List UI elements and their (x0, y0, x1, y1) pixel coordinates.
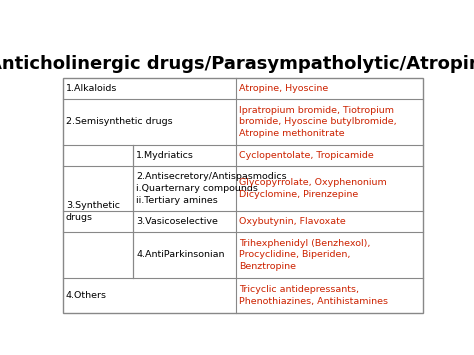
Text: Oxybutynin, Flavoxate: Oxybutynin, Flavoxate (239, 217, 346, 226)
Text: Cyclopentolate, Tropicamide: Cyclopentolate, Tropicamide (239, 151, 374, 160)
Text: Atropine, Hyoscine: Atropine, Hyoscine (239, 84, 328, 93)
Text: 4.AntiParkinsonian: 4.AntiParkinsonian (136, 251, 225, 260)
Text: 3.Vasicoselective: 3.Vasicoselective (136, 217, 218, 226)
Text: 2.Semisynthetic drugs: 2.Semisynthetic drugs (66, 117, 173, 126)
Text: Glycopyrrolate, Oxyphenonium
Dicyclomine, Pirenzepine: Glycopyrrolate, Oxyphenonium Dicyclomine… (239, 178, 387, 199)
Text: 1.Alkaloids: 1.Alkaloids (66, 84, 117, 93)
Text: Ipratropium bromide, Tiotropium
bromide, Hyoscine butylbromide,
Atropine methoni: Ipratropium bromide, Tiotropium bromide,… (239, 105, 397, 138)
Text: Anticholinergic drugs/Parasympatholytic/Atropinic: Anticholinergic drugs/Parasympatholytic/… (0, 55, 474, 73)
Text: Tricyclic antidepressants,
Phenothiazines, Antihistamines: Tricyclic antidepressants, Phenothiazine… (239, 285, 388, 306)
Text: 2.Antisecretory/Antispasmodics
i.Quarternary compounds
ii.Tertiary amines: 2.Antisecretory/Antispasmodics i.Quarter… (136, 172, 287, 205)
Bar (63, 78, 423, 313)
Text: 4.Others: 4.Others (66, 291, 107, 300)
Text: Trihexphenidyl (Benzhexol),
Procyclidine, Biperiden,
Benztropine: Trihexphenidyl (Benzhexol), Procyclidine… (239, 239, 371, 271)
Text: 1.Mydriatics: 1.Mydriatics (136, 151, 194, 160)
Text: 3.Synthetic
drugs: 3.Synthetic drugs (66, 201, 120, 222)
